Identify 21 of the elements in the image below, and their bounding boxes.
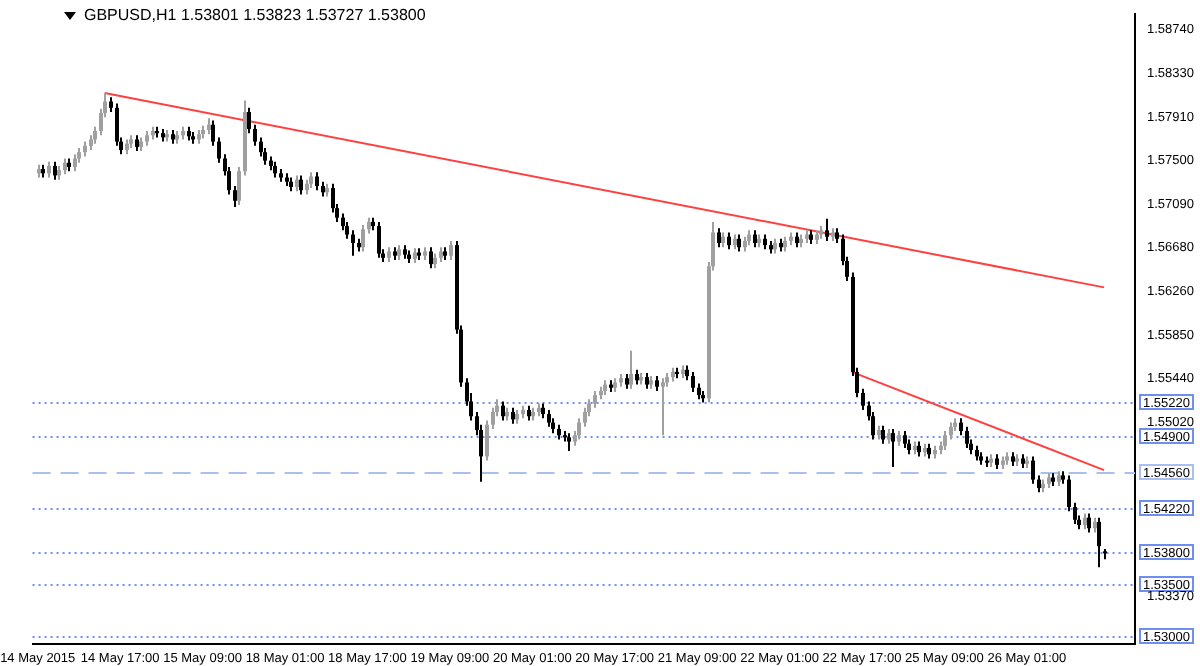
candlestick: [825, 217, 829, 242]
candlestick: [501, 400, 505, 422]
candlestick: [361, 224, 365, 253]
chart-title: GBPUSD,H1 1.53801 1.53823 1.53727 1.53800: [84, 6, 426, 24]
candlestick: [299, 174, 303, 196]
candlestick: [629, 349, 633, 390]
candlestick: [331, 182, 335, 214]
candlestick: [429, 246, 433, 270]
candlestick: [449, 239, 453, 261]
candlestick: [965, 425, 969, 449]
candlestick: [661, 377, 665, 437]
candlestick: [691, 370, 695, 393]
candlestick: [717, 227, 721, 249]
candlestick: [377, 220, 381, 259]
candlestick: [1097, 516, 1101, 569]
candlestick: [1087, 512, 1091, 534]
candlestick: [1031, 455, 1035, 485]
candlestick: [891, 427, 895, 468]
candlestick: [351, 229, 355, 257]
candlestick: [943, 430, 947, 452]
candlestick: [115, 102, 119, 147]
